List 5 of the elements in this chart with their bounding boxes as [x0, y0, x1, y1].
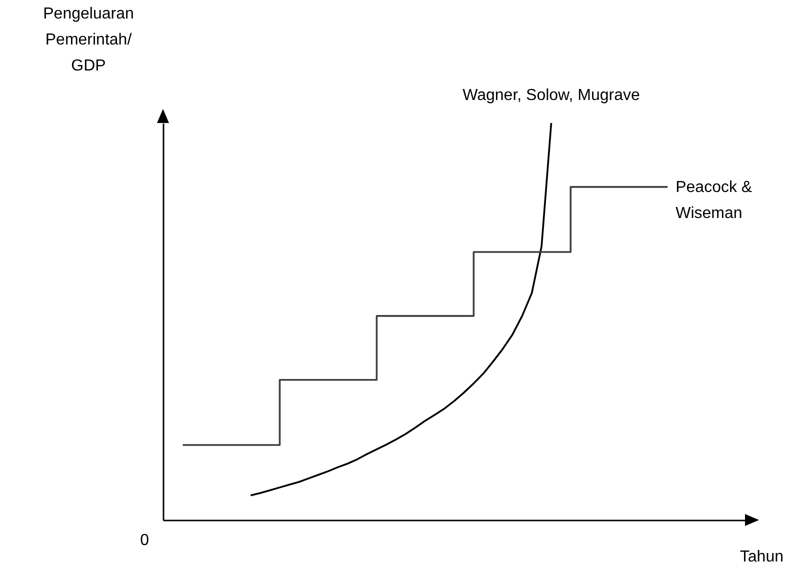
- y-axis-title: Pengeluaran Pemerintah/ GDP: [43, 6, 134, 74]
- series-label: Wagner, Solow, Mugrave: [462, 87, 640, 104]
- x-axis-title: Tahun: [740, 548, 784, 564]
- text: 0: [140, 532, 150, 549]
- series-label: Peacock & Wiseman: [676, 178, 752, 222]
